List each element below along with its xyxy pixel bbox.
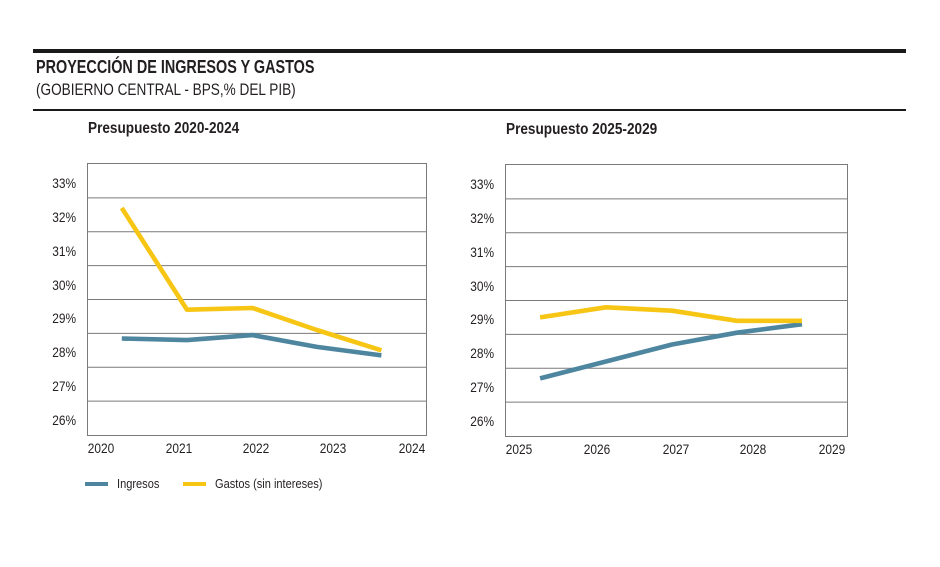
y-tick-label: 32% bbox=[470, 209, 494, 226]
legend-item-ingresos: Ingresos bbox=[85, 476, 167, 491]
chart-title-text: Presupuesto 2020-2024 bbox=[88, 120, 240, 137]
x-axis-labels: 2025 2026 2027 2028 2029 bbox=[505, 441, 846, 457]
x-tick-label: 2024 bbox=[398, 440, 425, 456]
page-title: PROYECCIÓN DE INGRESOS Y GASTOS bbox=[36, 57, 384, 78]
y-tick-label: 31% bbox=[470, 243, 494, 260]
y-tick-label: 33% bbox=[470, 175, 494, 192]
y-tick-label: 28% bbox=[52, 344, 76, 361]
legend-swatch-gastos bbox=[182, 481, 206, 486]
header-rule-bottom bbox=[33, 109, 906, 111]
x-tick-label: 2025 bbox=[506, 441, 533, 457]
y-tick-label: 30% bbox=[52, 276, 76, 293]
x-tick-label: 2023 bbox=[319, 440, 347, 456]
x-tick-label: 2029 bbox=[819, 441, 846, 457]
legend-item-gastos: Gastos (sin intereses) bbox=[182, 476, 341, 491]
legend-label-gastos: Gastos (sin intereses) bbox=[214, 476, 323, 491]
y-tick-label: 26% bbox=[52, 412, 76, 429]
chart-canvas bbox=[88, 197, 426, 402]
y-tick-label: 29% bbox=[470, 311, 494, 328]
x-tick-label: 2026 bbox=[584, 441, 611, 457]
x-tick-label: 2020 bbox=[87, 440, 115, 456]
x-tick-label: 2022 bbox=[243, 440, 270, 456]
chart-presupuesto-2025-2029: Presupuesto 2025-2029 33% 32% 31% 30% 29% 28%… bbox=[450, 121, 860, 466]
y-tick-label: 31% bbox=[52, 242, 76, 259]
page-subtitle-text: (GOBIERNO CENTRAL - BPS,% DEL PIB) bbox=[36, 80, 296, 99]
x-axis-labels: 2020 2021 2022 2023 2024 bbox=[87, 440, 428, 456]
y-tick-label: 27% bbox=[52, 378, 76, 395]
plot-area bbox=[87, 163, 427, 436]
series-line-gastos bbox=[539, 305, 802, 324]
y-tick-label: 30% bbox=[470, 277, 494, 294]
y-axis-labels: 33% 32% 31% 30% 29% 28% 27% 26% bbox=[32, 163, 76, 434]
header-rule-top bbox=[33, 49, 906, 53]
y-tick-label: 33% bbox=[52, 174, 76, 191]
x-tick-label: 2027 bbox=[662, 441, 690, 457]
plot-area bbox=[505, 164, 848, 437]
series-line-ingresos bbox=[539, 321, 803, 381]
chart-legend: Ingresos Gastos (sin intereses) bbox=[85, 476, 341, 491]
legend-label-ingresos: Ingresos bbox=[117, 476, 160, 491]
page-subtitle: (GOBIERNO CENTRAL - BPS,% DEL PIB) bbox=[36, 80, 361, 100]
page-title-text: PROYECCIÓN DE INGRESOS Y GASTOS bbox=[36, 57, 315, 77]
x-tick-label: 2028 bbox=[739, 441, 767, 457]
chart-title-text: Presupuesto 2025-2029 bbox=[506, 121, 658, 138]
chart-canvas bbox=[506, 198, 847, 403]
legend-swatch-ingresos bbox=[85, 481, 108, 486]
y-axis-labels: 33% 32% 31% 30% 29% 28% 27% 26% bbox=[450, 164, 494, 435]
series-line-ingresos bbox=[121, 332, 382, 358]
chart-title: Presupuesto 2025-2029 bbox=[506, 121, 684, 139]
chart-title: Presupuesto 2020-2024 bbox=[88, 120, 266, 138]
y-tick-label: 26% bbox=[470, 413, 494, 430]
y-tick-label: 29% bbox=[52, 310, 76, 327]
y-tick-label: 27% bbox=[470, 379, 494, 396]
series-line-gastos bbox=[119, 206, 383, 353]
y-tick-label: 32% bbox=[52, 208, 76, 225]
chart-presupuesto-2020-2024: Presupuesto 2020-2024 33% 32% 31% 30% 29% 28%… bbox=[32, 120, 442, 465]
y-tick-label: 28% bbox=[470, 345, 494, 362]
x-tick-label: 2021 bbox=[165, 440, 192, 456]
